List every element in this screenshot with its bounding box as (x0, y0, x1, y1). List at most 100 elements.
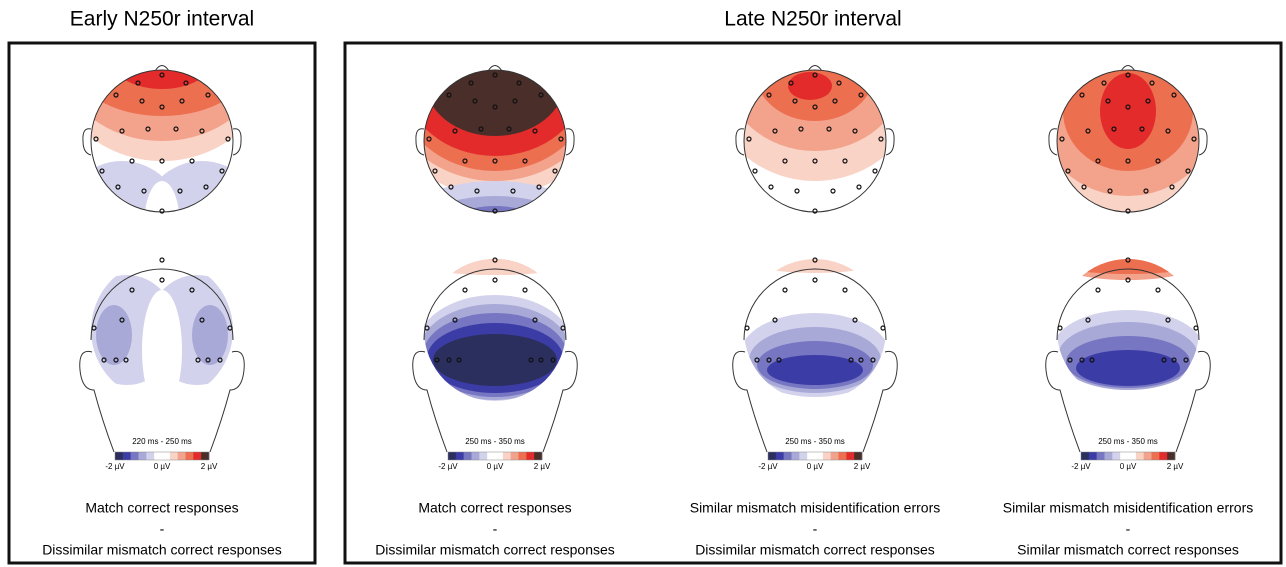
electrode (536, 184, 542, 190)
electrode (448, 184, 454, 190)
electrode (852, 128, 858, 134)
contour (142, 290, 182, 401)
electrode (744, 325, 750, 331)
scale-swatch (1120, 452, 1129, 460)
scale-label: -2 µV (758, 462, 778, 471)
electrode (227, 325, 233, 331)
electrode (812, 72, 818, 78)
contour (96, 305, 132, 365)
electrode (870, 357, 876, 363)
electrode (462, 158, 468, 164)
head-outline (423, 69, 567, 213)
electrode (1183, 357, 1189, 363)
electrode (159, 257, 165, 263)
contour (112, 70, 212, 89)
electrode (99, 168, 105, 174)
contour (425, 70, 565, 136)
electrode (1125, 104, 1131, 110)
scale-swatch (768, 452, 777, 460)
caption: Similar mismatch misidentification error… (690, 500, 941, 516)
scale-swatch (138, 452, 147, 460)
electrode (1125, 257, 1131, 263)
caption: Match correct responses (418, 500, 571, 516)
scale-swatch (534, 452, 543, 460)
electrode (858, 357, 864, 363)
group-box (343, 41, 1283, 565)
neck-outline (79, 350, 245, 453)
scale-swatch (1159, 452, 1168, 460)
scale-swatch (154, 452, 163, 460)
electrode (1095, 287, 1101, 293)
scale-swatch (822, 452, 831, 460)
electrode (474, 188, 480, 194)
scale-swatch (1081, 452, 1090, 460)
electrode (159, 208, 165, 214)
scale-swatch (448, 452, 457, 460)
electrode (173, 126, 179, 132)
scale-swatch (185, 452, 194, 460)
electrode (1101, 80, 1107, 86)
electrode (113, 92, 119, 98)
electrode (812, 104, 818, 110)
electrode (1185, 168, 1191, 174)
scale-swatch (815, 452, 824, 460)
electrode (782, 287, 788, 293)
electrode (560, 325, 566, 331)
scale-label: 2 µV (534, 462, 551, 471)
electrode (532, 317, 538, 323)
electrode (1145, 98, 1151, 104)
electrode (1171, 92, 1177, 98)
contour (91, 70, 233, 116)
electrode (159, 158, 165, 164)
electrode (199, 317, 205, 323)
scale-swatch (1112, 452, 1121, 460)
electrode (752, 168, 758, 174)
electrode (159, 72, 165, 78)
scale-swatch (1104, 452, 1113, 460)
electrode (1125, 208, 1131, 214)
electrode (1193, 325, 1199, 331)
electrode (199, 128, 205, 134)
ear (885, 128, 895, 156)
scale-swatch (193, 452, 202, 460)
electrode (538, 92, 544, 98)
ear (735, 128, 745, 156)
scale-swatch (526, 452, 535, 460)
electrode (1165, 317, 1171, 323)
head-outline (743, 268, 887, 341)
scale-swatch (495, 452, 504, 460)
electrode (1169, 184, 1175, 190)
electrode (812, 257, 818, 263)
electrode (159, 104, 165, 110)
scale-swatch (201, 452, 210, 460)
scale-label: 2 µV (1167, 462, 1184, 471)
neck-outline (1045, 350, 1211, 453)
scale-swatch (854, 452, 863, 460)
ear (82, 128, 92, 156)
electrode (492, 104, 498, 110)
electrode (452, 128, 458, 134)
electrode (538, 357, 544, 363)
electrode (119, 128, 125, 134)
head-outline (423, 268, 567, 341)
electrode (426, 136, 432, 142)
caption: Dissimilar mismatch correct responses (695, 542, 935, 558)
electrode (812, 158, 818, 164)
electrode (141, 188, 147, 194)
scale-frame (114, 451, 210, 461)
ear (415, 128, 425, 156)
electrode (424, 325, 430, 331)
electrode (446, 92, 452, 98)
scale-swatch (791, 452, 800, 460)
scale-label: -2 µV (438, 462, 458, 471)
electrode (478, 126, 484, 132)
electrode (203, 184, 209, 190)
contour (433, 334, 557, 386)
electrode (217, 357, 223, 363)
topomap-back (91, 275, 233, 401)
electrode (434, 357, 440, 363)
contour (144, 181, 180, 212)
scale-swatch (518, 452, 527, 460)
scale-swatch (162, 452, 171, 460)
ear (1048, 128, 1058, 156)
